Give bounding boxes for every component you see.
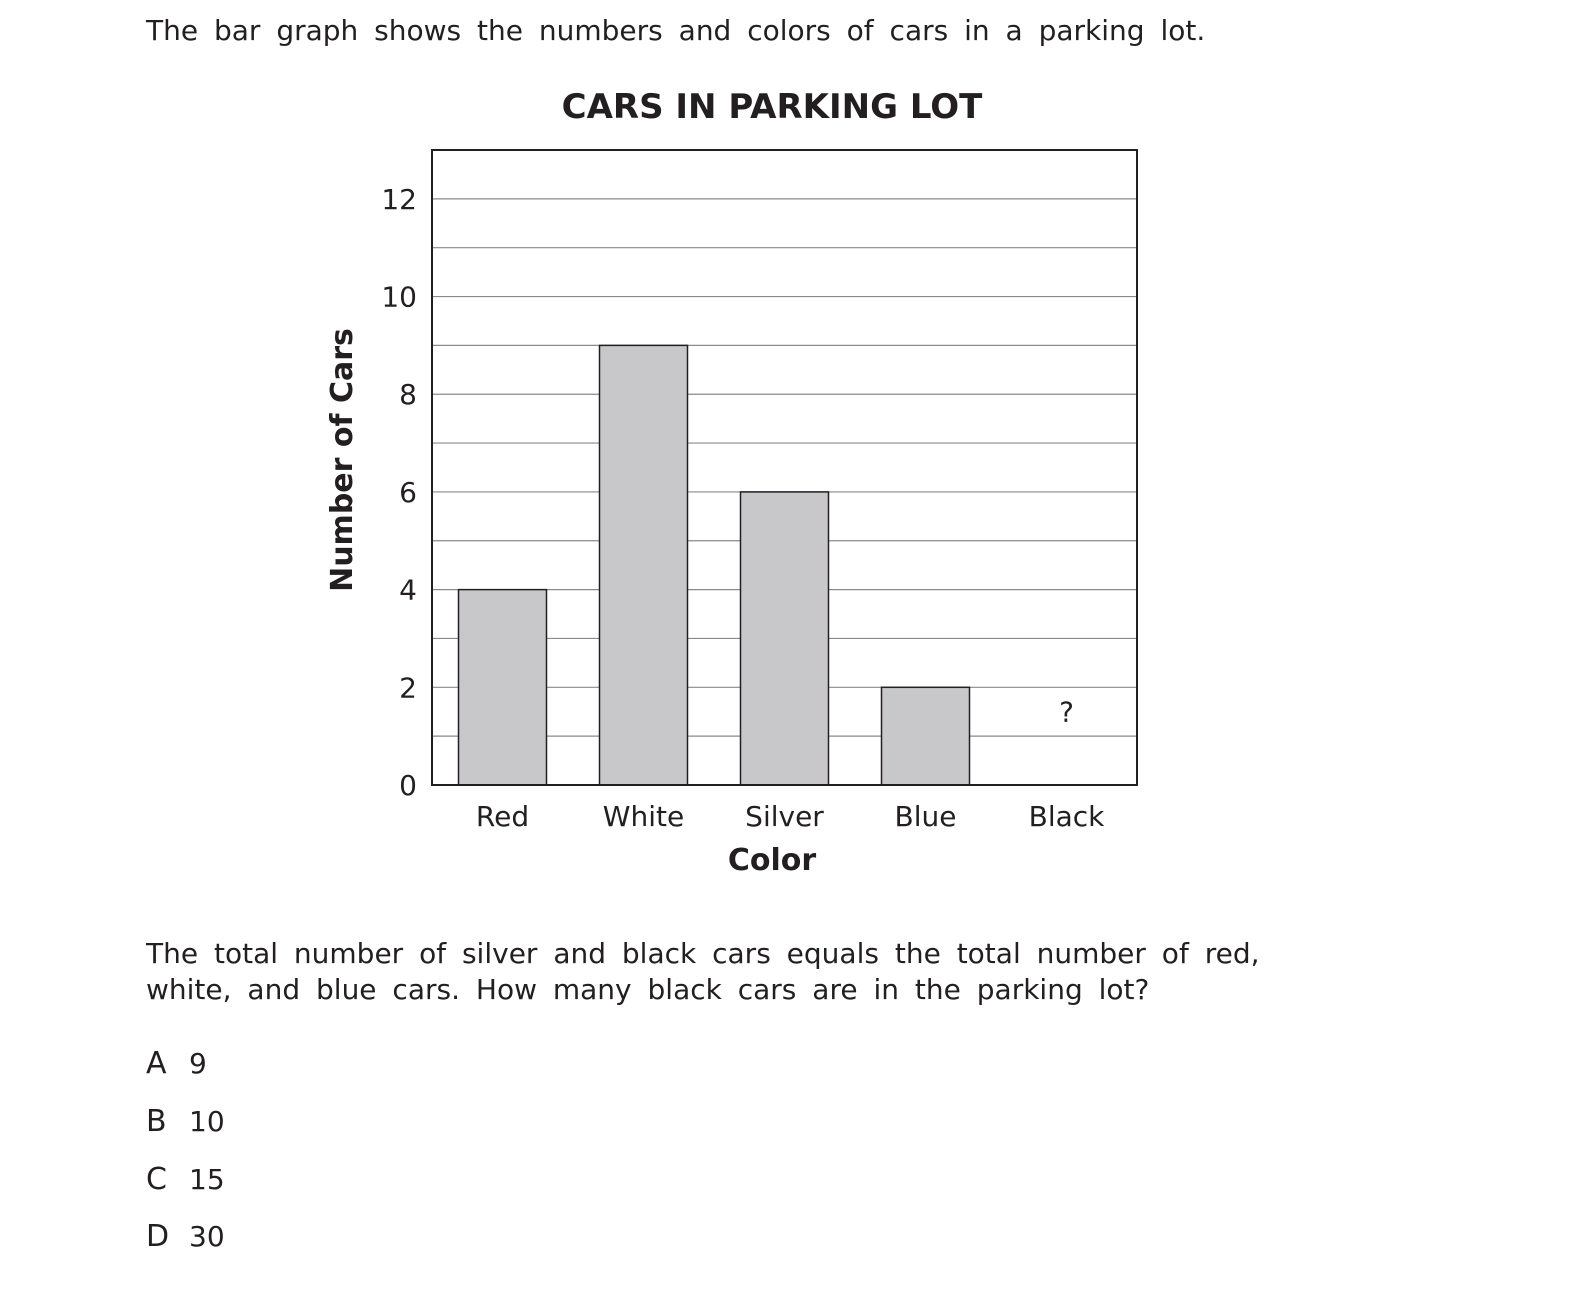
x-tick-label: Black [1029, 800, 1106, 833]
bar-white [598, 344, 689, 786]
choice-letter: B [146, 1104, 167, 1139]
choice-value: 30 [189, 1220, 225, 1253]
bar-blue [880, 686, 971, 786]
y-tick-label: 2 [399, 671, 417, 704]
bar-silver [739, 491, 830, 786]
plot-frame [431, 149, 1138, 786]
unknown-value-label: ? [1059, 696, 1074, 729]
choice-value: 9 [189, 1047, 207, 1080]
x-tick-label: Blue [895, 800, 957, 833]
choice-value: 15 [189, 1163, 225, 1196]
choice-c[interactable]: C 15 [146, 1162, 225, 1197]
chart-title: CARS IN PARKING LOT [562, 87, 984, 127]
bar-red [457, 588, 548, 786]
x-tick-labels: Red White Silver Blue Black [476, 800, 1105, 833]
y-tick-label: 8 [399, 378, 417, 411]
choice-letter: C [146, 1162, 167, 1197]
y-tick-label: 10 [381, 281, 417, 314]
y-tick-label: 6 [399, 476, 417, 509]
x-tick-label: Silver [745, 800, 824, 833]
choice-letter: D [146, 1219, 170, 1254]
choice-b[interactable]: B 10 [146, 1104, 225, 1139]
choice-d[interactable]: D 30 [146, 1219, 225, 1254]
choice-value: 10 [189, 1105, 225, 1138]
intro-text: The bar graph shows the numbers and colo… [146, 14, 1206, 47]
choice-letter: A [146, 1046, 167, 1081]
y-tick-label: 4 [399, 574, 417, 607]
y-tick-label: 12 [381, 183, 417, 216]
x-axis-label: Color [728, 843, 817, 878]
question-text: The total number of silver and black car… [146, 937, 1260, 1006]
bar-chart: CARS IN PARKING LOT ? 0 2 4 6 8 10 12 Red White… [325, 87, 1138, 878]
y-axis-label: Number of Cars [325, 328, 360, 592]
y-tick-labels: 0 2 4 6 8 10 12 [381, 183, 417, 802]
x-tick-label: White [603, 800, 684, 833]
y-tick-label: 0 [399, 769, 417, 802]
bars: ? [457, 344, 1074, 786]
x-tick-label: Red [476, 800, 529, 833]
